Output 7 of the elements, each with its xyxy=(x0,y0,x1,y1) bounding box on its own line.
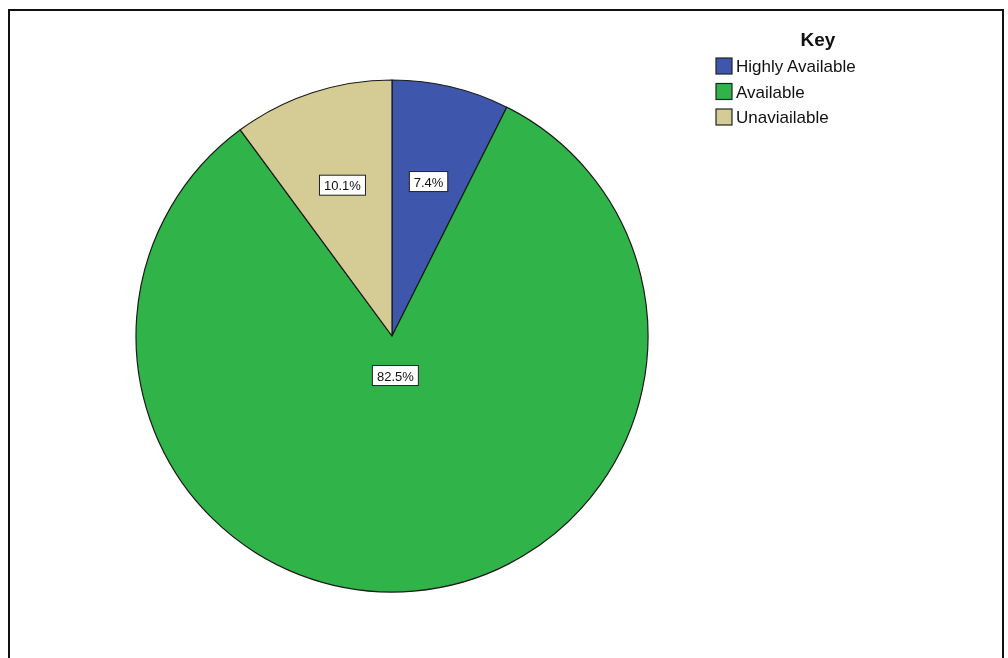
data-label: 82.5% xyxy=(376,368,415,384)
legend-title: Key xyxy=(800,29,836,50)
data-label: 10.1% xyxy=(324,178,362,194)
legend-label: Highly Available xyxy=(736,57,856,76)
data-label: 7.4% xyxy=(413,174,444,190)
legend-label: Available xyxy=(736,82,805,102)
legend-label: Unaviailable xyxy=(736,108,829,127)
